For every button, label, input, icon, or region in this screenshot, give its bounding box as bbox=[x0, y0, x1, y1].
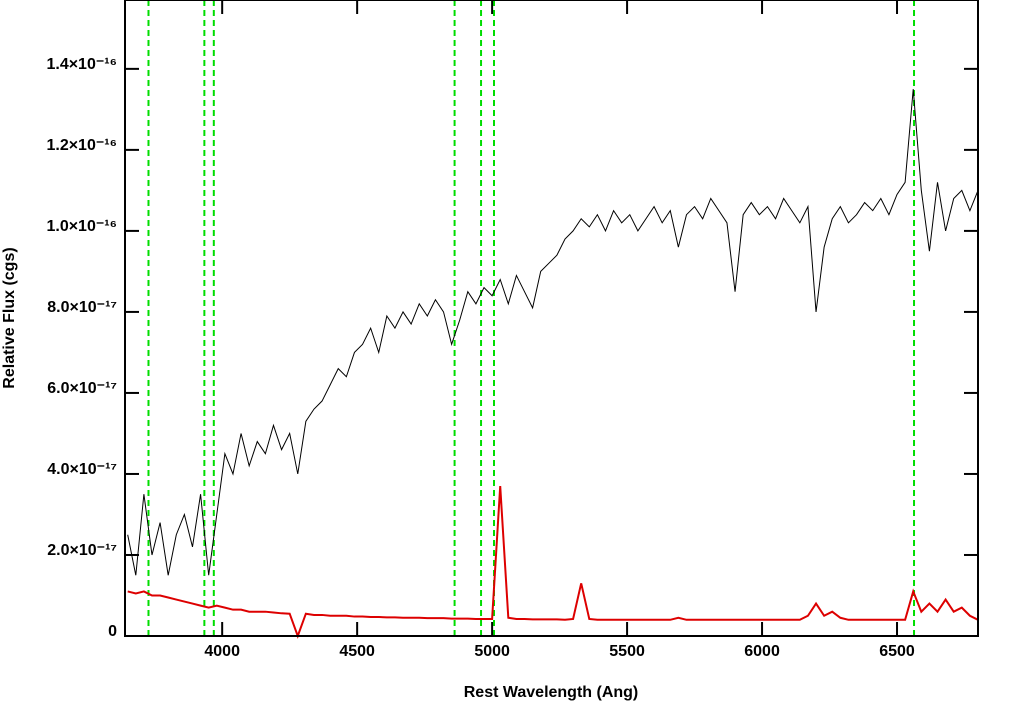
plot-frame bbox=[124, 0, 979, 637]
y-tick-label: 1.2×10⁻¹⁶ bbox=[46, 137, 117, 154]
x-axis-title: Rest Wavelength (Ang) bbox=[464, 684, 639, 701]
y-tick-label: 1.0×10⁻¹⁶ bbox=[46, 218, 117, 235]
y-tick-label: 6.0×10⁻¹⁷ bbox=[47, 380, 117, 397]
series-line bbox=[127, 89, 979, 576]
y-axis-title: Relative Flux (cgs) bbox=[1, 247, 18, 388]
x-tick-label: 5000 bbox=[474, 643, 510, 660]
x-tick-label: 4000 bbox=[204, 643, 240, 660]
y-tick-label: 0 bbox=[108, 623, 117, 640]
y-tick-label: 1.4×10⁻¹⁶ bbox=[46, 56, 117, 73]
y-tick-label: 4.0×10⁻¹⁷ bbox=[47, 461, 117, 478]
x-tick-label: 6000 bbox=[744, 643, 780, 660]
x-tick-label: 4500 bbox=[339, 643, 375, 660]
x-tick-label: 5500 bbox=[609, 643, 645, 660]
y-tick-label: 2.0×10⁻¹⁷ bbox=[47, 542, 117, 559]
series-line bbox=[127, 486, 979, 639]
x-tick-label: 6500 bbox=[879, 643, 915, 660]
y-tick-label: 8.0×10⁻¹⁷ bbox=[47, 299, 117, 316]
